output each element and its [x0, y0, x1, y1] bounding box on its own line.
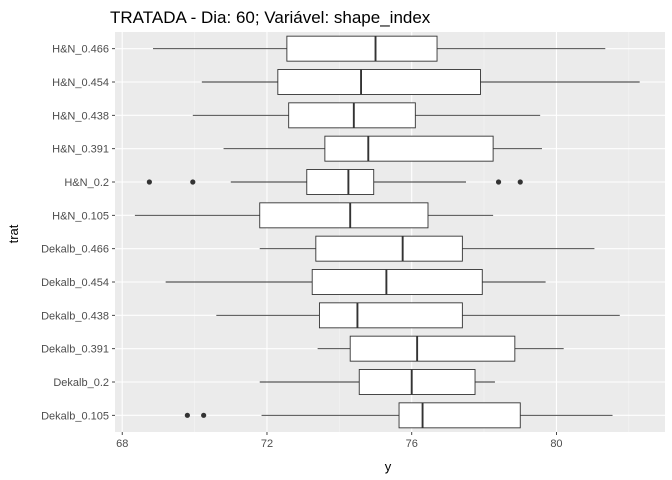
- box-group: [317, 335, 564, 362]
- box-iqr: [349, 335, 516, 362]
- y-tick-label: H&N_0.391: [52, 144, 109, 156]
- outlier-point: [190, 179, 196, 185]
- box-iqr: [259, 202, 429, 229]
- y-tick-label: Dekalb_0.2: [53, 377, 109, 389]
- x-axis-title: y: [385, 459, 392, 474]
- box-iqr: [306, 169, 375, 195]
- x-axis: 68 72 76 80: [116, 432, 563, 450]
- y-tick-label: H&N_0.454: [52, 77, 109, 89]
- box-group: [223, 135, 542, 162]
- box-iqr: [324, 135, 494, 162]
- y-tick-label: H&N_0.2: [64, 177, 109, 189]
- y-tick-label: H&N_0.105: [52, 210, 109, 222]
- y-tick-label: Dekalb_0.391: [41, 344, 109, 356]
- box-iqr: [398, 402, 521, 429]
- outlier-point: [495, 179, 502, 185]
- y-axis-title: trat: [6, 224, 21, 243]
- outlier-point: [517, 179, 523, 185]
- grid-minor: [194, 32, 630, 432]
- box-iqr: [311, 269, 483, 295]
- box-iqr: [318, 302, 463, 329]
- y-tick-label: Dekalb_0.438: [41, 310, 109, 322]
- box-iqr: [288, 102, 416, 129]
- x-tick-label: 68: [116, 438, 128, 450]
- box-group: [201, 69, 640, 95]
- x-tick-label: 76: [406, 438, 418, 450]
- box-group: [259, 235, 595, 262]
- outlier-point: [184, 412, 190, 418]
- outlier-point: [146, 179, 152, 185]
- box-group: [216, 302, 620, 329]
- y-tick-label: Dekalb_0.454: [41, 277, 109, 289]
- box-group: [146, 169, 523, 195]
- box-group: [184, 402, 613, 429]
- box-iqr: [286, 35, 438, 62]
- box-group: [259, 369, 495, 395]
- boxes: [134, 35, 640, 429]
- outlier-point: [201, 412, 207, 418]
- box-group: [165, 269, 546, 295]
- box-iqr: [358, 369, 476, 395]
- x-tick-label: 72: [261, 438, 273, 450]
- chart-title: TRATADA - Dia: 60; Variável: shape_index: [110, 8, 431, 27]
- y-tick-label: Dekalb_0.466: [41, 244, 109, 256]
- y-tick-label: H&N_0.438: [52, 110, 109, 122]
- y-tick-label: Dekalb_0.105: [41, 410, 109, 422]
- y-axis: H&N_0.466 H&N_0.454 H&N_0.438 H&N_0.391 H&N_…: [41, 44, 115, 422]
- x-tick-label: 80: [550, 438, 562, 450]
- y-tick-label: H&N_0.466: [52, 44, 109, 56]
- box-group: [152, 35, 606, 62]
- plot-panel: [115, 32, 665, 432]
- box-iqr: [277, 69, 481, 95]
- box-iqr: [315, 235, 463, 262]
- box-group: [134, 202, 494, 229]
- box-group: [192, 102, 541, 129]
